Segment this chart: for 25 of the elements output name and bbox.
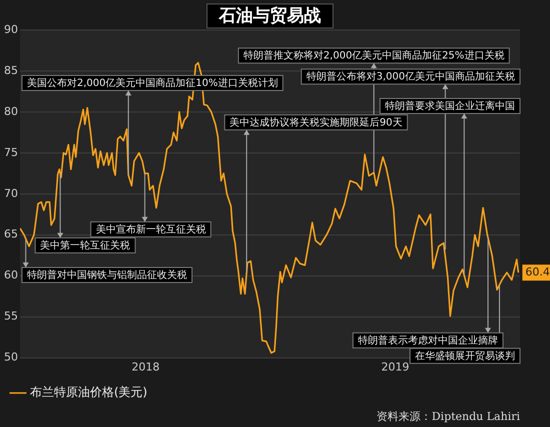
annotation: 美中第一轮互征关税 [40, 240, 130, 252]
annotation: 美中宣布新一轮互征关税 [96, 224, 206, 236]
y-tick-label: 55 [4, 310, 18, 323]
annotation: 在华盛顿展开贸易谈判 [415, 350, 515, 362]
annotation: 美中达成协议将关税实施期限延后90天 [230, 116, 402, 128]
annotation: 特朗普要求美国企业迁离中国 [385, 100, 515, 112]
y-tick-label: 50 [4, 350, 18, 364]
y-tick-label: 80 [4, 104, 18, 118]
annotation: 特朗普推文称将对2,000亿美元中国商品加征25%进口关税 [243, 50, 504, 62]
annotation: 特朗普公布将对3,000亿美元中国商品加征关税 [306, 70, 516, 83]
legend-label: 布兰特原油价格(美元) [30, 385, 148, 400]
y-tick-label: 70 [4, 186, 18, 200]
chart-title: 石油与贸易战 [218, 6, 321, 26]
y-tick-label: 85 [4, 64, 18, 77]
data-label: 60.4 [525, 265, 550, 278]
y-tick-label: 60 [4, 268, 18, 282]
y-tick-label: 75 [4, 146, 18, 159]
text: 资料来源：Diptendu Lahiri [376, 410, 520, 423]
y-tick-label: 65 [4, 228, 18, 241]
y-tick-label: 90 [4, 22, 18, 36]
x-tick-label: 2018 [132, 360, 160, 374]
annotation: 特朗普表示考虑对中国企业摘牌 [358, 334, 498, 346]
annotation: 美国公布对2,000亿美元中国商品加征10%进口关税计划 [26, 77, 278, 90]
x-tick-label: 2019 [381, 360, 410, 374]
annotation: 特朗普对中国钢铁与铝制品征收关税 [26, 269, 187, 282]
